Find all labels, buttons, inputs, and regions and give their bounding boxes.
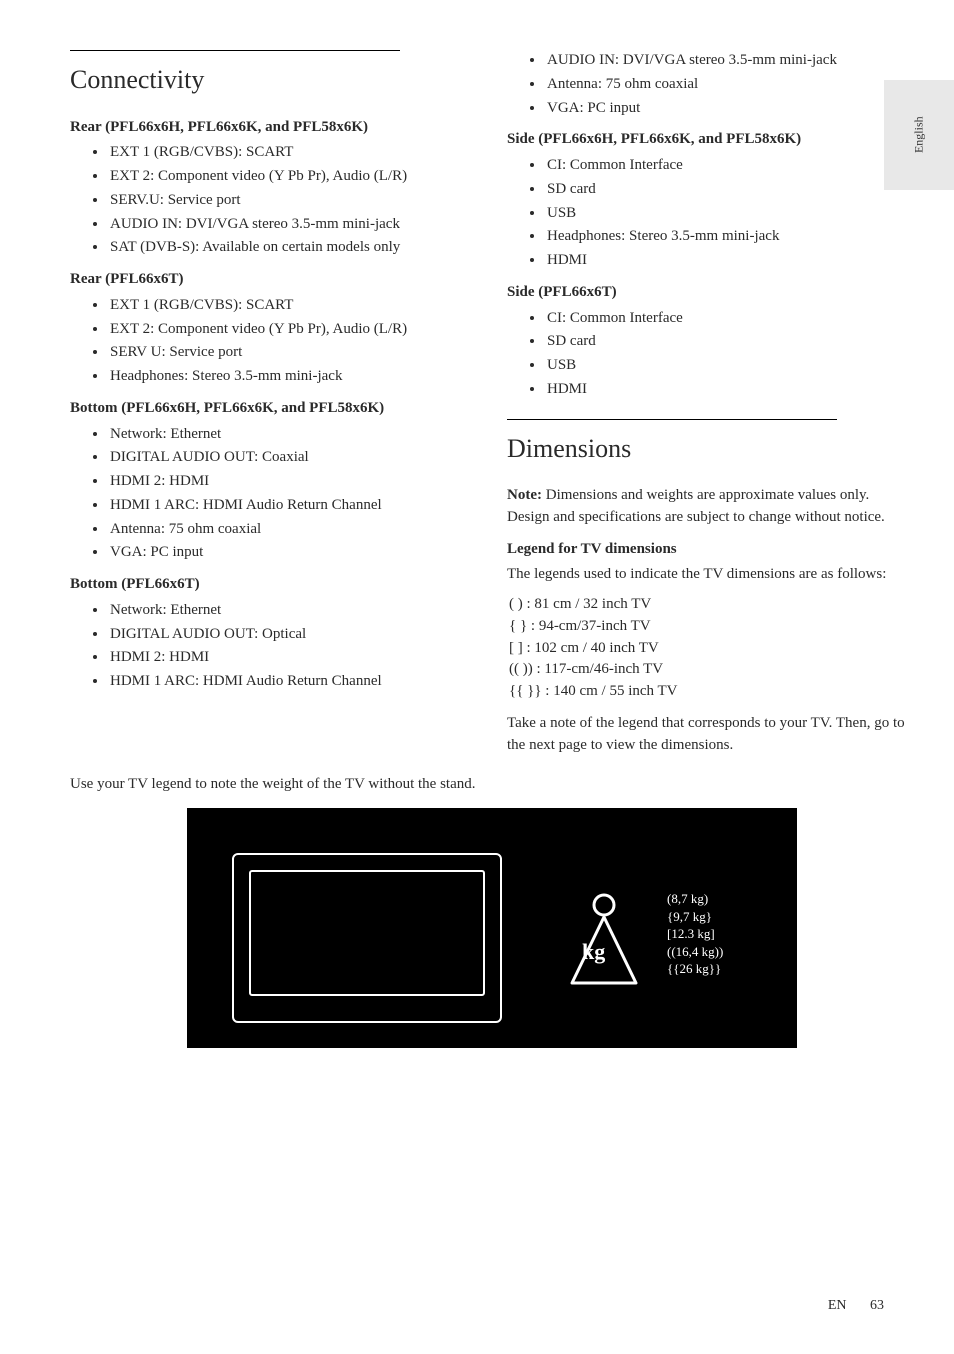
list-item: Antenna: 75 ohm coaxial xyxy=(545,74,914,96)
weight-value: [12.3 kg] xyxy=(667,925,723,943)
legend-list: ( ) : 81 cm / 32 inch TV{ } : 94-cm/37-i… xyxy=(507,594,914,703)
list-item: EXT 2: Component video (Y Pb Pr), Audio … xyxy=(108,319,477,341)
kg-label: kg xyxy=(582,936,605,968)
list-item: Antenna: 75 ohm coaxial xyxy=(108,519,477,541)
footer-page: 63 xyxy=(870,1298,884,1313)
list-item: HDMI 1 ARC: HDMI Audio Return Channel xyxy=(108,495,477,517)
list-item: HDMI xyxy=(545,379,914,401)
heading-dimensions: Dimensions xyxy=(507,419,837,468)
weight-value: {{26 kg}} xyxy=(667,960,723,978)
list-item: Network: Ethernet xyxy=(108,424,477,446)
list-item: HDMI 2: HDMI xyxy=(108,647,477,669)
language-label: English xyxy=(910,117,927,154)
legend-item: [ ] : 102 cm / 40 inch TV xyxy=(507,638,914,660)
heading-connectivity: Connectivity xyxy=(70,50,400,99)
section-list: CI: Common InterfaceSD cardUSBHeadphones… xyxy=(507,155,914,272)
right-column: AUDIO IN: DVI/VGA stereo 3.5-mm mini-jac… xyxy=(507,50,914,764)
weight-instruction: Use your TV legend to note the weight of… xyxy=(70,774,914,796)
section-title: Side (PFL66x6H, PFL66x6K, and PFL58x6K) xyxy=(507,129,914,151)
list-item: AUDIO IN: DVI/VGA stereo 3.5-mm mini-jac… xyxy=(545,50,914,72)
weight-diagram: kg (8,7 kg){9,7 kg}[12.3 kg]((16,4 kg)){… xyxy=(187,808,797,1048)
weight-value: (8,7 kg) xyxy=(667,890,723,908)
list-item: AUDIO IN: DVI/VGA stereo 3.5-mm mini-jac… xyxy=(108,214,477,236)
legend-item: { } : 94-cm/37-inch TV xyxy=(507,616,914,638)
list-item: CI: Common Interface xyxy=(545,155,914,177)
list-item: DIGITAL AUDIO OUT: Optical xyxy=(108,624,477,646)
note-text: Dimensions and weights are approximate v… xyxy=(507,487,885,525)
list-item: VGA: PC input xyxy=(545,98,914,120)
list-item: EXT 1 (RGB/CVBS): SCART xyxy=(108,295,477,317)
legend-intro: The legends used to indicate the TV dime… xyxy=(507,564,914,586)
list-item: SAT (DVB-S): Available on certain models… xyxy=(108,237,477,259)
dimensions-note: Note: Dimensions and weights are approxi… xyxy=(507,485,914,529)
list-item: DIGITAL AUDIO OUT: Coaxial xyxy=(108,447,477,469)
weight-values: (8,7 kg){9,7 kg}[12.3 kg]((16,4 kg)){{26… xyxy=(667,890,723,978)
list-item: HDMI 1 ARC: HDMI Audio Return Channel xyxy=(108,671,477,693)
legend-item: {{ }} : 140 cm / 55 inch TV xyxy=(507,681,914,703)
continuation-list: AUDIO IN: DVI/VGA stereo 3.5-mm mini-jac… xyxy=(507,50,914,119)
section-list: Network: EthernetDIGITAL AUDIO OUT: Opti… xyxy=(70,600,477,693)
list-item: EXT 2: Component video (Y Pb Pr), Audio … xyxy=(108,166,477,188)
section-list: EXT 1 (RGB/CVBS): SCARTEXT 2: Component … xyxy=(70,142,477,259)
legend-item: ( ) : 81 cm / 32 inch TV xyxy=(507,594,914,616)
legend-outro: Take a note of the legend that correspon… xyxy=(507,713,914,757)
legend-title: Legend for TV dimensions xyxy=(507,539,914,561)
section-list: CI: Common InterfaceSD cardUSBHDMI xyxy=(507,308,914,401)
section-title: Side (PFL66x6T) xyxy=(507,282,914,304)
weight-value: ((16,4 kg)) xyxy=(667,943,723,961)
list-item: SERV U: Service port xyxy=(108,342,477,364)
list-item: HDMI xyxy=(545,250,914,272)
list-item: VGA: PC input xyxy=(108,542,477,564)
tv-screen-icon xyxy=(249,870,485,996)
list-item: USB xyxy=(545,203,914,225)
list-item: SD card xyxy=(545,179,914,201)
list-item: Headphones: Stereo 3.5-mm mini-jack xyxy=(108,366,477,388)
page-footer: EN 63 xyxy=(828,1296,884,1316)
list-item: USB xyxy=(545,355,914,377)
section-title: Rear (PFL66x6T) xyxy=(70,269,477,291)
section-list: EXT 1 (RGB/CVBS): SCARTEXT 2: Component … xyxy=(70,295,477,388)
language-tab: English xyxy=(884,80,954,190)
weight-value: {9,7 kg} xyxy=(667,908,723,926)
list-item: CI: Common Interface xyxy=(545,308,914,330)
section-list: Network: EthernetDIGITAL AUDIO OUT: Coax… xyxy=(70,424,477,565)
list-item: Network: Ethernet xyxy=(108,600,477,622)
tv-outline-icon xyxy=(232,853,502,1023)
list-item: Headphones: Stereo 3.5-mm mini-jack xyxy=(545,226,914,248)
list-item: SD card xyxy=(545,331,914,353)
section-title: Bottom (PFL66x6H, PFL66x6K, and PFL58x6K… xyxy=(70,398,477,420)
left-column: Connectivity Rear (PFL66x6H, PFL66x6K, a… xyxy=(70,50,477,764)
legend-item: (( )) : 117-cm/46-inch TV xyxy=(507,659,914,681)
list-item: EXT 1 (RGB/CVBS): SCART xyxy=(108,142,477,164)
list-item: SERV.U: Service port xyxy=(108,190,477,212)
list-item: HDMI 2: HDMI xyxy=(108,471,477,493)
footer-lang: EN xyxy=(828,1298,847,1313)
section-title: Rear (PFL66x6H, PFL66x6K, and PFL58x6K) xyxy=(70,117,477,139)
section-title: Bottom (PFL66x6T) xyxy=(70,574,477,596)
note-label: Note: xyxy=(507,487,542,503)
